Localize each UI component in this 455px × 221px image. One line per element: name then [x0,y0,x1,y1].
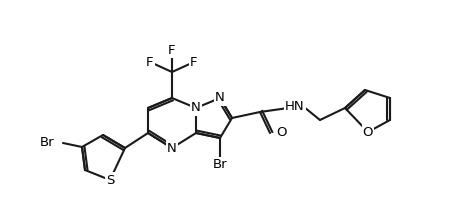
Text: O: O [362,126,373,139]
Text: F: F [146,55,153,69]
Text: N: N [215,91,224,105]
Text: F: F [190,55,197,69]
Text: Br: Br [212,158,227,171]
Text: O: O [275,126,286,139]
Text: Br: Br [40,137,54,149]
Text: S: S [106,173,114,187]
Text: N: N [191,101,201,114]
Text: N: N [167,141,177,154]
Text: HN: HN [284,101,304,114]
Text: F: F [168,44,175,57]
